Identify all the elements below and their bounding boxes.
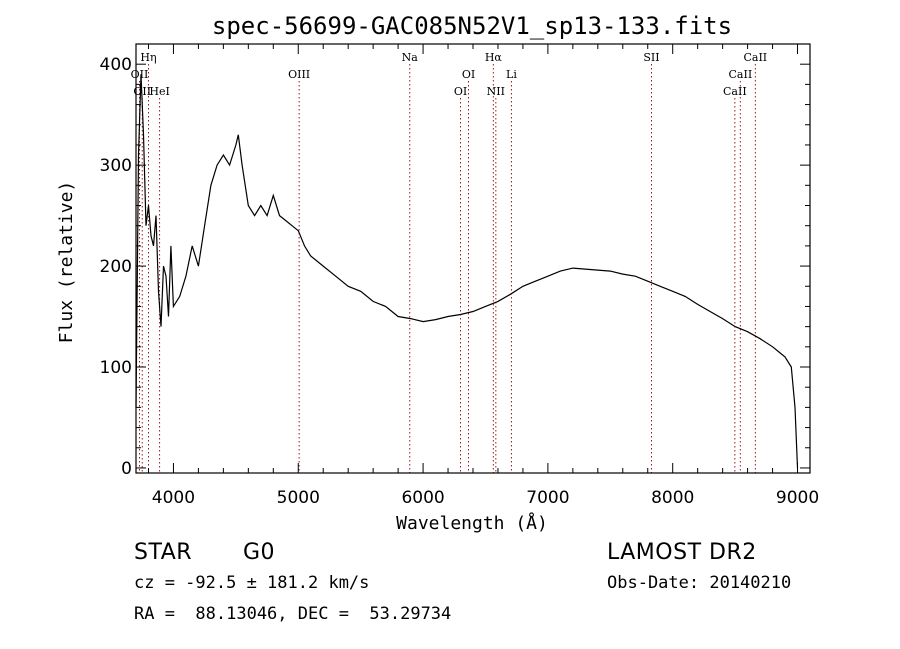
y-axis: 0 100 200 300 400 [100,55,810,479]
spectrum-line [135,74,799,469]
spectral-line-label: NII [487,85,505,98]
spectral-line-label: CaII [729,68,753,81]
spectral-line-label: CaII [743,51,767,64]
x-tick-label: 9000 [776,488,819,508]
y-tick-label: 0 [121,459,132,479]
x-tick-label: 4000 [152,488,195,508]
plot-frame [135,43,811,474]
spectral-line-label: OI [454,85,467,98]
spectral-line-label: CaII [723,85,747,98]
spectral-line-label: OII [131,68,149,81]
x-tick-label: 8000 [651,488,694,508]
spectral-line-label: SII [643,51,659,64]
spectral-line-label: OIII [288,68,310,81]
line-markers [138,64,756,473]
observation-date: Obs-Date: 20140210 [607,573,792,593]
object-class: STAR [134,540,193,565]
x-tick-label: 5000 [277,488,320,508]
spectral-line-label: Na [402,51,419,64]
object-subclass: G0 [243,540,276,565]
spectral-line-label: OI [462,68,475,81]
spectral-line-label: HeI [149,85,169,98]
y-tick-label: 200 [100,257,132,277]
x-axis-label: Wavelength (Å) [396,512,548,534]
survey-name: LAMOST DR2 [607,540,757,565]
y-tick-label: 100 [100,358,132,378]
chart-title: spec-56699-GAC085N52V1_sp13-133.fits [212,12,732,40]
spectral-line-label: Hη [140,51,156,64]
y-tick-label: 300 [100,156,132,176]
spectral-line-label: Li [506,68,517,81]
y-tick-label: 400 [100,55,132,75]
coordinates-readout: RA = 88.13046, DEC = 53.29734 [134,604,452,624]
spectral-line-label: Hα [485,51,503,64]
redshift-readout: cz = -92.5 ± 181.2 km/s [134,573,370,593]
y-axis-label: Flux (relative) [56,181,77,344]
x-tick-label: 7000 [526,488,569,508]
x-tick-label: 6000 [401,488,444,508]
spectral-line-label: OII [133,85,151,98]
x-axis: 4000 5000 6000 7000 8000 9000 [147,44,819,508]
